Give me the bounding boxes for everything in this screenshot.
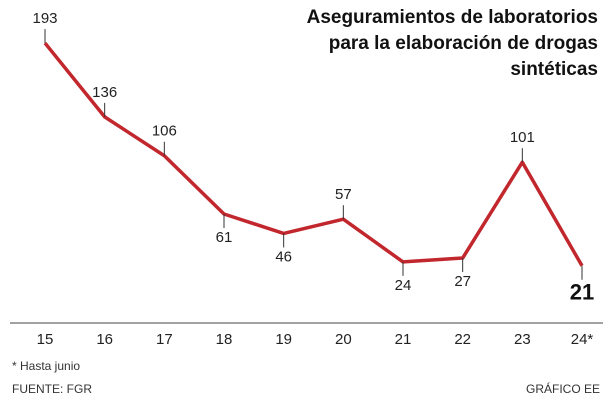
x-tick-label: 17 — [156, 331, 173, 348]
x-tick-label: 22 — [454, 331, 471, 348]
x-tick-label: 21 — [395, 331, 412, 348]
value-label: 24 — [395, 277, 412, 294]
value-label: 136 — [92, 84, 117, 101]
x-tick-label: 15 — [37, 331, 54, 348]
chart-title: Aseguramientos de laboratorios — [307, 7, 598, 28]
chart-title: para la elaboración de drogas — [329, 33, 598, 54]
value-label: 57 — [335, 186, 352, 203]
value-label: 21 — [570, 280, 594, 305]
footnote: * Hasta junio — [12, 359, 80, 373]
x-tick-label: 19 — [275, 331, 292, 348]
value-label: 106 — [152, 123, 177, 140]
value-label: 193 — [32, 10, 57, 27]
source: FUENTE: FGR — [12, 382, 92, 396]
x-tick-label: 18 — [216, 331, 233, 348]
x-tick-label: 24* — [571, 331, 594, 348]
x-tick-label: 23 — [514, 331, 531, 348]
x-tick-label: 20 — [335, 331, 352, 348]
chart-title: sintéticas — [510, 59, 598, 80]
line — [43, 41, 584, 267]
value-label: 46 — [275, 248, 292, 265]
value-label: 27 — [454, 273, 471, 290]
value-label: 101 — [510, 129, 535, 146]
value-label: 61 — [216, 229, 233, 246]
x-tick-label: 16 — [96, 331, 113, 348]
credit: GRÁFICO EE — [526, 381, 600, 396]
